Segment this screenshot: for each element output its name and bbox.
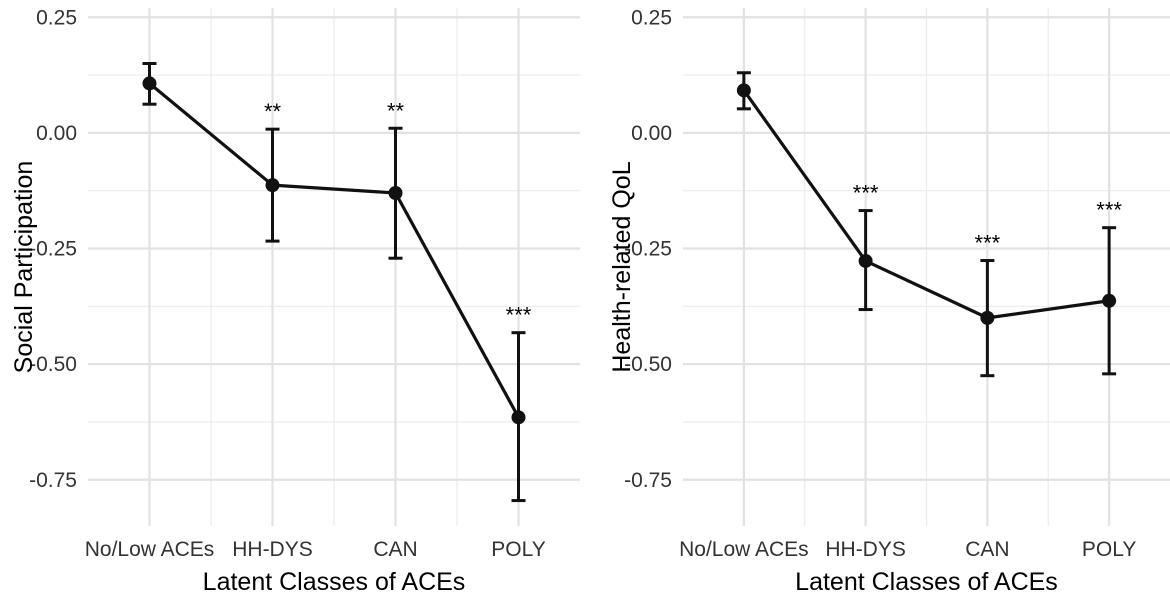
x-axis-title: Latent Classes of ACEs	[203, 568, 466, 592]
significance-label: ***	[506, 303, 532, 328]
x-tick-label: No/Low ACEs	[85, 538, 215, 561]
data-point	[511, 410, 526, 425]
x-tick-label: HH-DYS	[825, 538, 906, 561]
x-tick-label: CAN	[373, 538, 417, 561]
data-point	[736, 83, 751, 98]
y-tick-label: 0.25	[631, 6, 672, 29]
significance-label: ***	[853, 181, 879, 206]
data-point	[858, 253, 873, 268]
significance-label: **	[387, 98, 405, 123]
y-axis-title: Social Participation	[10, 161, 38, 374]
y-axis-title: Health-related QoL	[608, 161, 636, 372]
social-participation-panel: 0.25 0.00 -0.25 -0.50 -0.75 No/Low ACEs HH-DYS…	[10, 6, 580, 592]
x-tick-label: No/Low ACEs	[679, 538, 809, 561]
series-line	[148, 82, 520, 419]
x-tick-label: CAN	[965, 538, 1009, 561]
y-tick-label: -0.75	[624, 469, 672, 492]
y-tick-label: -0.75	[29, 469, 77, 492]
data-point	[265, 178, 280, 193]
data-point	[388, 186, 403, 200]
x-tick-label: POLY	[491, 538, 545, 561]
y-tick-label: 0.00	[36, 122, 77, 145]
y-tick-label: -0.25	[29, 238, 77, 261]
data-point	[1102, 293, 1117, 308]
data-point	[980, 310, 995, 325]
series-line	[742, 89, 1110, 320]
significance-label: ***	[975, 231, 1001, 256]
x-tick-label: HH-DYS	[232, 538, 313, 561]
data-point	[142, 76, 157, 91]
y-tick-label: 0.25	[36, 6, 77, 29]
y-tick-label: -0.50	[624, 353, 672, 376]
x-axis-title: Latent Classes of ACEs	[795, 568, 1058, 592]
y-tick-label: -0.25	[624, 238, 672, 261]
x-tick-label: POLY	[1082, 538, 1136, 561]
significance-label: ***	[1096, 198, 1122, 223]
significance-label: **	[264, 99, 282, 124]
y-tick-label: 0.00	[631, 122, 672, 145]
y-tick-label: -0.50	[29, 353, 77, 376]
health-related-qol-panel: 0.25 0.00 -0.25 -0.50 -0.75 No/Low ACEs HH-DYS…	[608, 6, 1170, 592]
